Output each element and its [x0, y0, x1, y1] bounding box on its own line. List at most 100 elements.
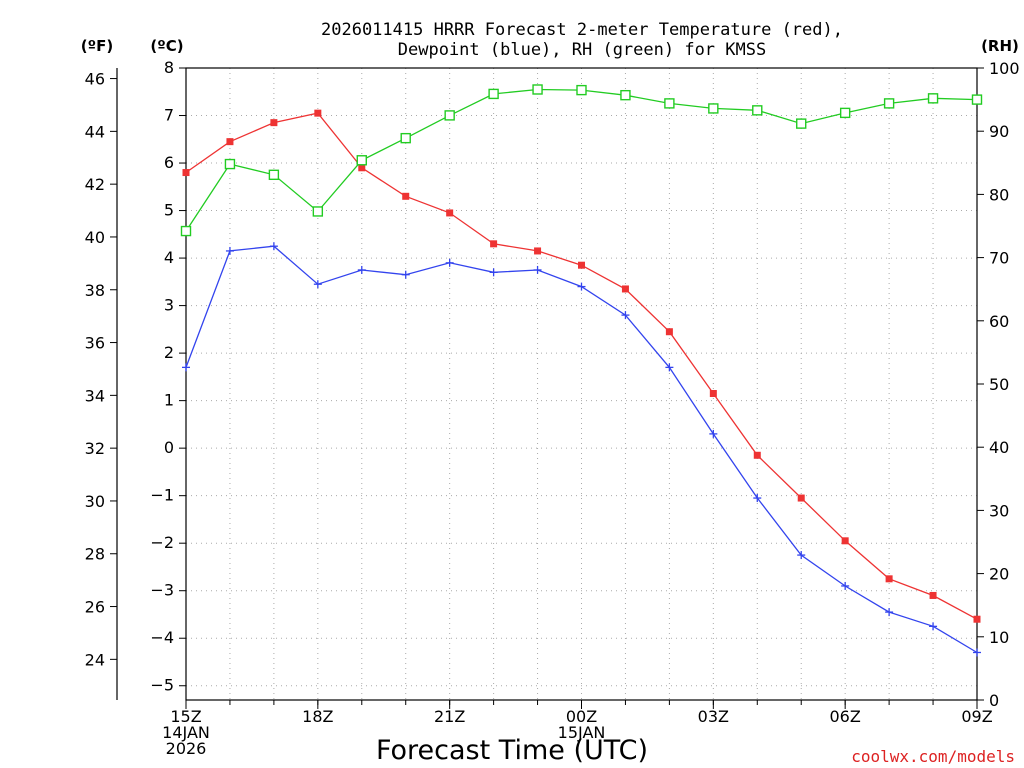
rh-point — [883, 98, 895, 109]
x-tick-label: 06Z — [830, 707, 861, 726]
rh-tick-label: 50 — [989, 375, 1009, 394]
celsius-tick-label: 0 — [164, 438, 174, 457]
dewpoint-point — [621, 311, 630, 320]
rh-point — [664, 98, 675, 109]
rh-line — [185, 88, 978, 232]
fahrenheit-tick-label: 32 — [85, 439, 105, 458]
celsius-tick-label: 6 — [164, 153, 174, 172]
temperature-point — [753, 451, 761, 459]
celsius-tick-label: −3 — [150, 581, 174, 600]
rh-point — [752, 105, 763, 116]
celsius-unit-label: (ºC) — [150, 37, 183, 55]
temperature-point — [490, 240, 498, 248]
rh-point — [400, 132, 411, 144]
rh-point — [796, 118, 807, 129]
fahrenheit-tick-label: 24 — [85, 650, 105, 669]
dewpoint-point — [489, 268, 498, 277]
rh-tick-label: 40 — [989, 438, 1009, 457]
rh-point — [620, 89, 631, 101]
dewpoint-point — [753, 494, 762, 503]
celsius-tick-label: −1 — [150, 486, 174, 505]
gridlines — [186, 67, 977, 700]
rh-point — [312, 206, 324, 217]
x-tick-label: 09Z — [961, 707, 992, 726]
dewpoint-point — [357, 265, 366, 274]
x-tick-label: 21Z — [434, 707, 465, 726]
dewpoint-point — [929, 622, 938, 631]
temperature-point — [314, 109, 322, 117]
fahrenheit-tick-label: 28 — [85, 545, 105, 564]
temperature-point — [841, 537, 849, 545]
chart-title-line-2: Dewpoint (blue), RH (green) for KMSS — [398, 40, 766, 60]
rh-tick-label: 100 — [989, 59, 1020, 78]
temperature-point — [358, 164, 366, 172]
temperature-point — [182, 169, 190, 177]
x-tick-label: 15Z — [170, 707, 201, 726]
dewpoint-point — [313, 280, 322, 289]
fahrenheit-tick-label: 38 — [85, 281, 105, 300]
x-tick-label: 03Z — [698, 707, 729, 726]
rh-point — [839, 107, 851, 119]
x-tick-label: 2026 — [166, 739, 207, 758]
dewpoint-point — [182, 363, 190, 372]
rh-tick-label: 0 — [989, 691, 999, 710]
watermark: coolwx.com/models — [851, 747, 1015, 766]
temperature-point — [929, 591, 937, 599]
fahrenheit-tick-label: 46 — [85, 70, 105, 89]
dewpoint-point — [269, 242, 278, 251]
chart-title-line-1: 2026011415 HRRR Forecast 2-meter Tempera… — [321, 20, 843, 40]
celsius-tick-label: 8 — [164, 58, 174, 77]
rh-point — [180, 225, 192, 237]
rh-point — [971, 94, 983, 105]
rh-tick-label: 80 — [989, 185, 1009, 204]
fahrenheit-tick-label: 30 — [85, 492, 105, 511]
fahrenheit-unit-label: (ºF) — [81, 37, 113, 55]
dewpoint-point — [665, 363, 674, 372]
temperature-point — [534, 247, 542, 255]
fahrenheit-tick-label: 34 — [85, 386, 105, 405]
temperature-point — [621, 285, 629, 293]
rh-tick-label: 90 — [989, 122, 1009, 141]
x-tick-label: 00Z — [566, 707, 597, 726]
celsius-tick-label: −4 — [150, 628, 174, 647]
celsius-tick-label: 4 — [164, 248, 174, 267]
rh-point — [532, 84, 543, 95]
data-series — [180, 84, 983, 657]
temperature-point — [402, 192, 410, 200]
fahrenheit-tick-label: 44 — [85, 122, 105, 141]
celsius-tick-label: 3 — [164, 296, 174, 315]
dewpoint-point — [401, 270, 410, 279]
rh-point — [708, 103, 719, 114]
x-axis-title: Forecast Time (UTC) — [376, 735, 648, 766]
rh-point — [268, 169, 280, 181]
dewpoint-point — [841, 581, 850, 590]
x-tick-label: 18Z — [302, 707, 333, 726]
temperature-point — [270, 119, 278, 127]
dewpoint-point — [709, 429, 718, 438]
axes: 876543210−1−2−3−4−5464442403836343230282… — [85, 58, 1020, 758]
temperature-point — [665, 328, 673, 336]
dewpoint-point — [885, 608, 894, 617]
rh-tick-label: 70 — [989, 249, 1009, 268]
rh-point — [927, 93, 939, 104]
dewpoint-point — [533, 265, 542, 274]
rh-tick-label: 20 — [989, 565, 1009, 584]
dewpoint-point — [225, 246, 234, 255]
rh-tick-label: 60 — [989, 312, 1009, 331]
celsius-tick-label: −2 — [150, 533, 174, 552]
dewpoint-point — [445, 258, 454, 267]
celsius-tick-label: 7 — [164, 106, 174, 125]
dewpoint-line — [185, 245, 978, 654]
dewpoint-point — [577, 282, 586, 291]
fahrenheit-tick-label: 26 — [85, 598, 105, 617]
rh-point — [488, 88, 499, 100]
rh-point — [356, 155, 367, 166]
temperature-point — [226, 138, 234, 146]
rh-point — [444, 110, 455, 121]
celsius-tick-label: 1 — [164, 391, 174, 410]
x-tick-label: 14JAN — [162, 723, 210, 742]
celsius-tick-label: 2 — [164, 343, 174, 362]
fahrenheit-tick-label: 40 — [85, 228, 105, 247]
fahrenheit-tick-label: 42 — [85, 175, 105, 194]
temperature-point — [578, 261, 585, 269]
